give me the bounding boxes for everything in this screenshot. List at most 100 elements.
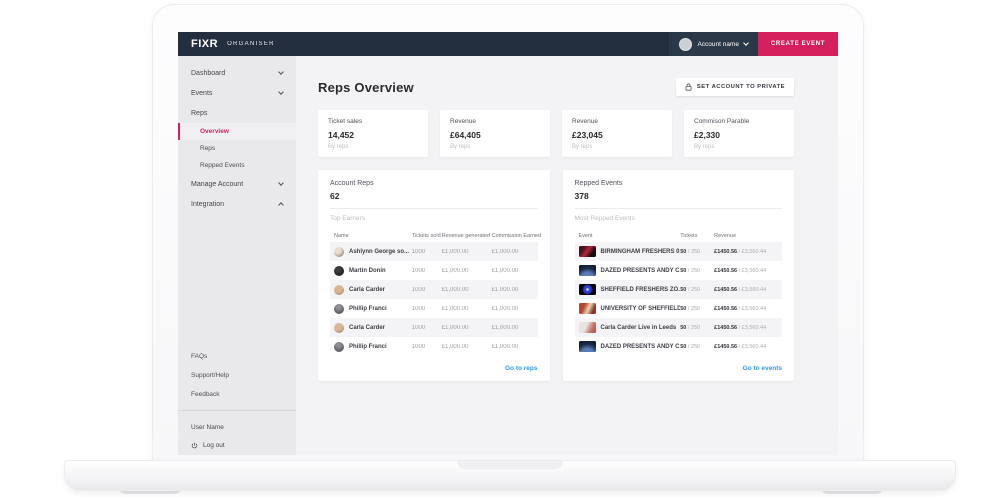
sidebar-item-overview[interactable]: Overview [178,123,296,140]
go-to-reps-link[interactable]: Go to reps [504,365,538,372]
event-name: DAZED PRESENTS ANDY C... [600,343,681,350]
event-thumbnail [578,284,596,295]
commission-earned-value: £1,000.00 [491,343,519,350]
column-header: Event [578,233,593,239]
revenue-potential: / £3,560.44 [737,343,767,350]
panel-count: 378 [574,191,589,201]
table-row[interactable]: Ashlynn George so... 1000 £1,000.00 £1,0… [330,242,538,261]
table-header: Name Tickets sold Revenue generated Comm… [330,230,541,242]
table-row[interactable]: Carla Carder 1000 £1,000.00 £1,000.00 [330,318,538,337]
account-menu[interactable]: Account name [669,32,758,56]
set-account-private-button[interactable]: SET ACCOUNT TO PRIVATE [675,78,794,96]
panel-title: Repped Events [574,180,623,187]
table-row[interactable]: Phillip Franci 1000 £1,000.00 £1,000.00 [330,299,538,318]
logout-label: Log out [203,442,225,449]
chevron-down-icon [278,69,284,75]
revenue-potential: / £3,560.44 [737,248,767,255]
avatar [334,265,344,276]
rep-name: Carla Carder [349,286,386,293]
tickets-sold: 50 [680,286,687,293]
sidebar-item-dashboard[interactable]: Dashboard [178,63,296,83]
panels-row: Account Reps 62 Top Earners Name Tickets… [318,170,794,381]
revenue-generated-value: £1,000.00 [441,248,469,255]
logout-button[interactable]: Log out [178,436,296,455]
avatar [334,322,344,333]
commission-earned-value: £1,000.00 [491,324,519,331]
sidebar-item-events[interactable]: Events [178,83,296,103]
stat-card-ticket-sales: Ticket sales 14,452 By reps [318,110,428,157]
table-row[interactable]: BIRMINGHAM FRESHERS 0... 50 / 250 £1450.… [574,242,782,261]
revenue-potential: / £3,560.44 [737,267,767,274]
sidebar-item-label: Integration [191,200,225,208]
tickets-sold-value: 1000 [411,267,426,274]
product-label: ORGANISER [227,41,275,47]
create-event-button[interactable]: CREATE EVENT [758,32,838,56]
tickets-sold: 50 [680,305,687,312]
revenue-generated-value: £1,000.00 [441,305,469,312]
table-row[interactable]: DAZED PRESENTS ANDY C... 50 / 250 £1450.… [575,261,783,280]
event-thumbnail [578,265,596,276]
tickets-sold-value: 1000 [411,324,426,331]
event-thumbnail [578,341,596,352]
stat-card-revenue-2: Revenue £23,045 By reps [562,110,672,157]
commission-earned-value: £1,000.00 [491,305,519,312]
revenue-earned: £1450.56 [714,267,738,274]
power-icon [191,442,198,449]
tickets-capacity: / 250 [686,343,701,350]
table-row[interactable]: SHEFFIELD FRESHERS ZO... 50 / 250 £1450.… [574,280,782,299]
tickets-sold-value: 1000 [411,305,426,312]
avatar [334,246,344,257]
avatar [334,284,344,295]
sidebar-spacer [178,214,296,347]
tickets-sold: 50 [680,267,687,274]
tickets-sold: 50 [680,324,687,331]
revenue-generated-value: £1,000.00 [441,286,469,293]
tickets-capacity: / 250 [686,305,701,312]
revenue-earned: £1450.56 [714,324,738,331]
column-header: Tickets sold [411,233,441,239]
revenue-earned: £1450.56 [714,286,738,293]
sidebar-item-feedback[interactable]: Feedback [191,391,220,398]
avatar [334,303,344,314]
rep-name: Ashlynn George so... [349,248,410,255]
stat-value: £23,045 [572,130,603,140]
commission-earned-value: £1,000.00 [491,248,519,255]
laptop-base-notch [457,461,563,469]
page-title: Reps Overview [318,79,414,95]
sidebar-item-reps[interactable]: Reps [178,103,296,123]
topbar: FIXR ORGANISER Account name CREATE EVENT [178,32,838,56]
table-row[interactable]: Martin Donin 1000 £1,000.00 £1,000.00 [330,261,538,280]
revenue-generated-value: £1,000.00 [441,324,469,331]
rep-name: Phillip Franci [349,305,387,312]
tickets-capacity: / 250 [686,267,701,274]
divider [574,208,782,209]
stat-label: Revenue [572,118,599,125]
table-row[interactable]: Carla Carder Live in Leeds 50 / 250 £145… [574,318,782,337]
sidebar-item-integration[interactable]: Integration [178,194,296,214]
sidebar-item-manage-account[interactable]: Manage Account [178,174,296,194]
sidebar-item-label: Events [191,89,213,97]
stat-sub: By reps [572,144,593,150]
revenue-potential: / £3,560.44 [737,305,767,312]
table-row[interactable]: UNIVERSITY OF SHEFFIELD... 50 / 250 £145… [575,299,783,318]
lock-icon [685,83,692,91]
sidebar-item-reps-sub[interactable]: Reps [200,145,216,152]
sidebar-item-support-help[interactable]: Support/Help [191,372,229,379]
table-row[interactable]: Carla Carder 1000 £1,000.00 £1,000.00 [330,280,538,299]
stat-sub: By reps [328,144,349,150]
sidebar-item-repped-events[interactable]: Repped Events [200,162,245,169]
sidebar-item-faqs[interactable]: FAQs [191,353,208,360]
go-to-events-link[interactable]: Go to events [742,365,782,372]
event-thumbnail [578,322,596,333]
revenue-earned: £1450.56 [714,305,738,312]
stat-value: 14,452 [328,130,354,140]
table-row[interactable]: Phillip Franci 1000 £1,000.00 £1,000.00 [330,337,538,356]
revenue-earned: £1450.56 [714,343,738,350]
fixr-logo[interactable]: FIXR [191,38,219,50]
chevron-down-icon [278,180,284,186]
rep-name: Carla Carder [349,324,386,331]
column-header: Revenue [714,233,737,239]
table-row[interactable]: DAZED PRESENTS ANDY C... 50 / 250 £1450.… [575,337,783,356]
revenue-potential: / £3,560.44 [737,324,767,331]
